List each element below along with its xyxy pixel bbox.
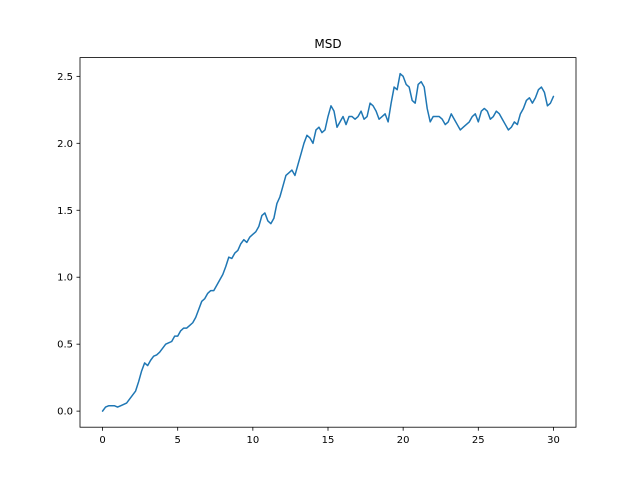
y-tick-label: 1.5 — [57, 206, 73, 217]
x-tick-label: 0 — [99, 435, 105, 446]
x-tick-label: 15 — [322, 435, 335, 446]
y-tick-label: 0.0 — [57, 407, 73, 418]
y-tick-label: 0.5 — [57, 340, 73, 351]
chart-title: MSD — [314, 37, 341, 51]
x-tick-label: 20 — [397, 435, 410, 446]
x-tick-label: 5 — [175, 435, 181, 446]
y-axis: 0.0 0.5 1.0 1.5 2.0 2.5 — [57, 72, 80, 418]
x-tick-label: 25 — [472, 435, 485, 446]
axes-frame — [79, 57, 577, 428]
plot-area — [101, 72, 555, 412]
x-tick-label: 10 — [246, 435, 259, 446]
y-tick-label: 1.0 — [57, 273, 73, 284]
y-tick-label: 2.0 — [57, 139, 73, 150]
x-axis: 0 5 10 15 20 25 30 — [99, 427, 560, 446]
x-tick-label: 30 — [547, 435, 560, 446]
series-line-0 — [101, 72, 555, 412]
y-tick-label: 2.5 — [57, 72, 73, 83]
